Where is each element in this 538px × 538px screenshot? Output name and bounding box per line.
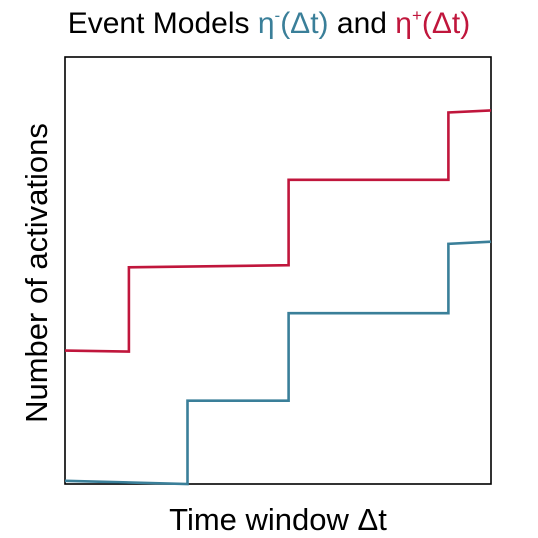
series-line-eta-plus: [64, 109, 492, 353]
y-axis-label: Number of activations: [19, 123, 54, 423]
x-axis-label: Time window Δt: [169, 502, 387, 537]
title-eta-plus: η+(Δt): [395, 6, 471, 40]
title-eta-minus: η-(Δt): [257, 6, 329, 40]
series-layer: [64, 109, 492, 486]
series-line-eta-minus: [64, 240, 492, 486]
title-conjunction: and: [328, 7, 396, 40]
chart-title: Event Models η-(Δt) and η+(Δt): [0, 6, 538, 41]
plot-frame: [64, 56, 492, 485]
title-prefix: Event Models: [67, 7, 258, 40]
